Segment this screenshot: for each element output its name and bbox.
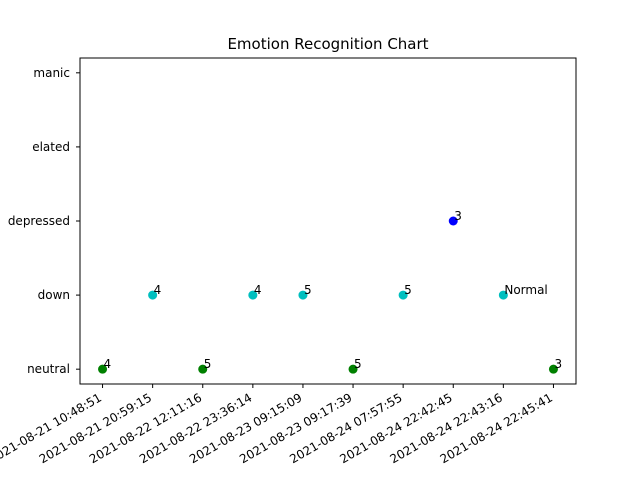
data-points: 4 4 5 4 5 5 5 3 Normal 3 — [98, 209, 562, 374]
data-point — [348, 364, 358, 374]
data-point — [248, 290, 258, 300]
data-point-label: 4 — [104, 357, 112, 371]
data-point — [198, 364, 208, 374]
y-tick-label: depressed — [8, 214, 70, 228]
data-point-label: 5 — [304, 283, 312, 297]
data-point-label: 3 — [554, 357, 562, 371]
data-point — [148, 290, 158, 300]
data-point — [448, 216, 458, 226]
chart-title: Emotion Recognition Chart — [227, 35, 428, 53]
y-axis: neutral down depressed elated manic — [8, 66, 80, 376]
plot-area-frame — [79, 57, 577, 385]
y-tick-label: elated — [32, 140, 70, 154]
data-point — [548, 364, 558, 374]
data-point-label: 5 — [354, 357, 362, 371]
data-point — [498, 290, 508, 300]
y-tick-label: down — [38, 288, 70, 302]
data-point-label: 5 — [204, 357, 212, 371]
data-point-label: 5 — [404, 283, 412, 297]
data-point — [98, 364, 108, 374]
y-tick-label: neutral — [27, 362, 70, 376]
data-point-label: Normal — [504, 283, 547, 297]
data-point-label: 4 — [254, 283, 262, 297]
y-tick-label: manic — [33, 66, 70, 80]
data-point-label: 4 — [154, 283, 162, 297]
data-point — [398, 290, 408, 300]
data-point-label: 3 — [454, 209, 462, 223]
data-point — [298, 290, 308, 300]
